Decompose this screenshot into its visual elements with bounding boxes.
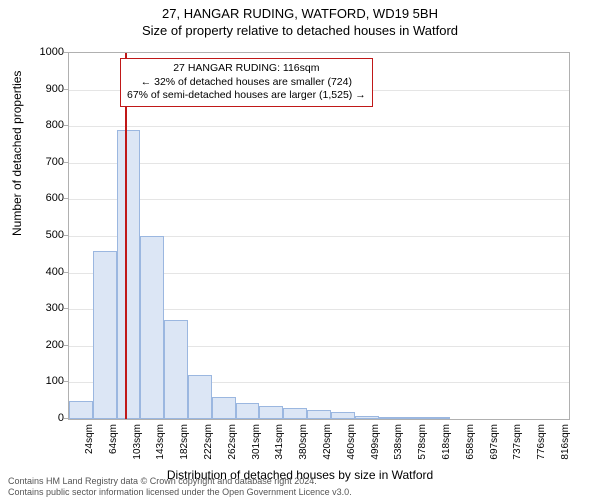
x-tick-label: 341sqm xyxy=(274,424,285,460)
histogram-bar xyxy=(236,403,260,419)
y-tick-label: 900 xyxy=(24,83,64,95)
histogram-bar xyxy=(93,251,117,419)
y-tick-mark xyxy=(64,418,68,419)
y-tick-mark xyxy=(64,235,68,236)
y-tick-label: 600 xyxy=(24,192,64,204)
histogram-bar xyxy=(402,417,426,419)
histogram-bar xyxy=(307,410,331,419)
annotation-line-3: 67% of semi-detached houses are larger (… xyxy=(127,89,366,103)
x-tick-label: 380sqm xyxy=(298,424,309,460)
y-tick-label: 300 xyxy=(24,302,64,314)
x-tick-label: 301sqm xyxy=(251,424,262,460)
y-tick-label: 400 xyxy=(24,266,64,278)
x-tick-label: 658sqm xyxy=(465,424,476,460)
x-tick-label: 538sqm xyxy=(393,424,404,460)
y-tick-mark xyxy=(64,272,68,273)
x-tick-label: 697sqm xyxy=(489,424,500,460)
x-tick-label: 182sqm xyxy=(179,424,190,460)
y-tick-label: 200 xyxy=(24,339,64,351)
histogram-bar xyxy=(331,412,355,419)
plot-area xyxy=(68,52,570,420)
annotation-line-1: 27 HANGAR RUDING: 116sqm xyxy=(127,62,366,76)
x-tick-label: 222sqm xyxy=(203,424,214,460)
x-tick-label: 499sqm xyxy=(370,424,381,460)
footer-attributions: Contains HM Land Registry data © Crown c… xyxy=(0,474,600,500)
histogram-bar xyxy=(283,408,307,419)
y-tick-mark xyxy=(64,125,68,126)
y-tick-mark xyxy=(64,52,68,53)
y-tick-label: 700 xyxy=(24,156,64,168)
x-tick-label: 816sqm xyxy=(560,424,571,460)
y-tick-mark xyxy=(64,89,68,90)
histogram-bar xyxy=(379,417,403,419)
y-tick-mark xyxy=(64,308,68,309)
annotation-box: 27 HANGAR RUDING: 116sqm ← 32% of detach… xyxy=(120,58,373,107)
x-tick-label: 262sqm xyxy=(227,424,238,460)
y-tick-mark xyxy=(64,345,68,346)
x-tick-label: 103sqm xyxy=(132,424,143,460)
x-tick-label: 460sqm xyxy=(346,424,357,460)
x-tick-label: 143sqm xyxy=(155,424,166,460)
x-tick-label: 776sqm xyxy=(536,424,547,460)
grid-line xyxy=(69,163,569,164)
chart-container: 27, HANGAR RUDING, WATFORD, WD19 5BH Siz… xyxy=(0,0,600,500)
x-tick-label: 64sqm xyxy=(108,424,119,454)
annotation-line-2: ← 32% of detached houses are smaller (72… xyxy=(127,76,366,90)
page-title: 27, HANGAR RUDING, WATFORD, WD19 5BH xyxy=(0,0,600,23)
histogram-bar xyxy=(117,130,141,419)
footer-line-2: Contains public sector information licen… xyxy=(8,487,592,498)
page-subtitle: Size of property relative to detached ho… xyxy=(0,23,600,42)
histogram-bar xyxy=(69,401,93,419)
histogram-bar xyxy=(259,406,283,419)
y-tick-label: 1000 xyxy=(24,46,64,58)
x-tick-label: 618sqm xyxy=(441,424,452,460)
grid-line xyxy=(69,126,569,127)
x-tick-label: 737sqm xyxy=(512,424,523,460)
x-tick-label: 578sqm xyxy=(417,424,428,460)
histogram-bar xyxy=(212,397,236,419)
y-tick-label: 800 xyxy=(24,119,64,131)
y-tick-label: 100 xyxy=(24,375,64,387)
y-tick-mark xyxy=(64,198,68,199)
histogram-bar xyxy=(188,375,212,419)
histogram-bar xyxy=(355,416,379,419)
grid-line xyxy=(69,199,569,200)
x-tick-label: 420sqm xyxy=(322,424,333,460)
y-tick-label: 500 xyxy=(24,229,64,241)
reference-line xyxy=(125,53,127,419)
y-axis-label: Number of detached properties xyxy=(10,71,24,236)
y-tick-label: 0 xyxy=(24,412,64,424)
histogram-bar xyxy=(164,320,188,419)
y-tick-mark xyxy=(64,162,68,163)
footer-line-1: Contains HM Land Registry data © Crown c… xyxy=(8,476,592,487)
y-tick-mark xyxy=(64,381,68,382)
histogram-bar xyxy=(140,236,164,419)
histogram-bar xyxy=(426,417,450,419)
x-tick-label: 24sqm xyxy=(84,424,95,454)
